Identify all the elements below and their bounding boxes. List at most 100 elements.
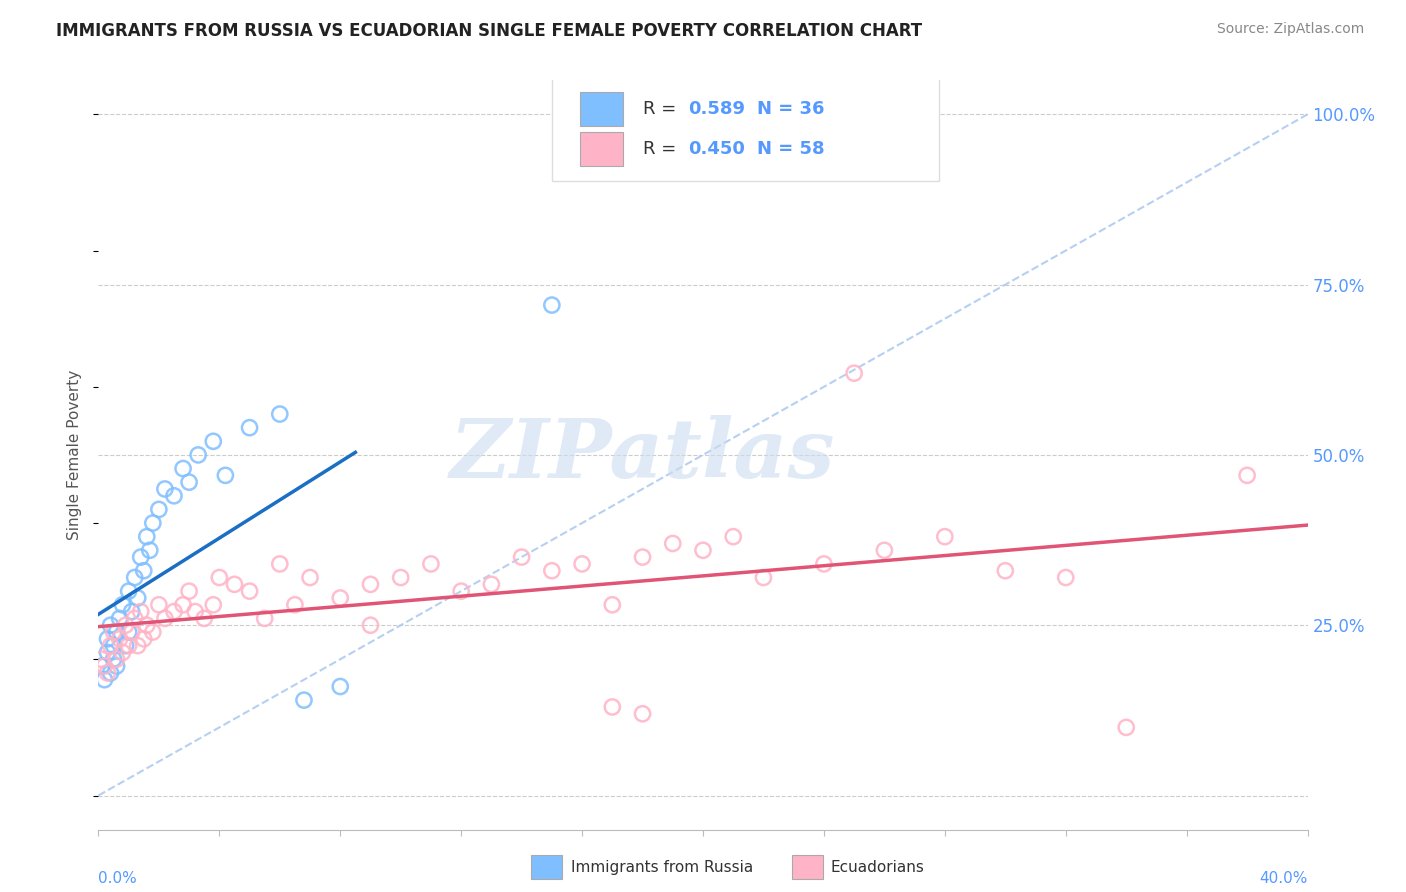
Point [93, 673, 115, 687]
Point [329, 680, 352, 694]
Point [602, 700, 624, 714]
Point [813, 557, 835, 571]
Point [105, 652, 128, 666]
Point [132, 632, 155, 646]
Point [1054, 570, 1077, 584]
Point [360, 577, 382, 591]
Point [172, 598, 194, 612]
Point [163, 605, 186, 619]
Text: Immigrants from Russia: Immigrants from Russia [571, 860, 754, 874]
Point [127, 639, 149, 653]
Point [184, 605, 207, 619]
Point [692, 543, 714, 558]
Point [202, 434, 225, 449]
Point [100, 618, 122, 632]
Point [135, 618, 157, 632]
Point [105, 659, 128, 673]
Point [1115, 720, 1137, 734]
Point [481, 577, 503, 591]
Point [239, 420, 262, 434]
Point [661, 536, 683, 550]
FancyBboxPatch shape [579, 131, 623, 166]
Point [571, 557, 593, 571]
Point [108, 632, 131, 646]
Text: R =: R = [643, 100, 682, 119]
Point [420, 557, 443, 571]
Point [90, 659, 112, 673]
Point [179, 584, 201, 599]
Point [253, 611, 276, 625]
Point [103, 639, 125, 653]
Point [118, 584, 141, 599]
Point [90, 652, 112, 666]
Point [389, 570, 412, 584]
Point [239, 584, 262, 599]
Point [540, 564, 562, 578]
Point [142, 625, 165, 640]
Point [96, 645, 118, 659]
Point [148, 598, 170, 612]
Point [510, 550, 533, 565]
Text: 0.589: 0.589 [689, 100, 745, 119]
FancyBboxPatch shape [579, 92, 623, 127]
Point [103, 652, 125, 666]
Point [118, 625, 141, 640]
Point [127, 591, 149, 605]
Point [111, 645, 134, 659]
Point [129, 550, 152, 565]
Point [214, 468, 236, 483]
Point [360, 618, 382, 632]
Point [284, 598, 307, 612]
Point [329, 591, 352, 605]
Point [96, 632, 118, 646]
FancyBboxPatch shape [551, 77, 939, 181]
Text: ZIPatlas: ZIPatlas [450, 415, 835, 495]
Point [153, 482, 176, 496]
Point [135, 530, 157, 544]
Point [187, 448, 209, 462]
Point [202, 598, 225, 612]
Text: IMMIGRANTS FROM RUSSIA VS ECUADORIAN SINGLE FEMALE POVERTY CORRELATION CHART: IMMIGRANTS FROM RUSSIA VS ECUADORIAN SIN… [56, 22, 922, 40]
Point [208, 570, 231, 584]
Point [96, 665, 118, 680]
Point [631, 706, 654, 721]
Text: 0.450: 0.450 [689, 140, 745, 158]
Text: N = 58: N = 58 [758, 140, 825, 158]
Point [450, 584, 472, 599]
Point [103, 625, 125, 640]
Point [224, 577, 246, 591]
Point [129, 605, 152, 619]
Text: Ecuadorians: Ecuadorians [831, 860, 925, 874]
Point [118, 639, 141, 653]
Point [142, 516, 165, 530]
Point [124, 611, 146, 625]
Point [994, 564, 1017, 578]
Point [121, 625, 143, 640]
Point [631, 550, 654, 565]
Text: Source: ZipAtlas.com: Source: ZipAtlas.com [1216, 22, 1364, 37]
Point [121, 605, 143, 619]
Point [292, 693, 315, 707]
Text: 0.0%: 0.0% [98, 871, 138, 886]
Point [269, 557, 291, 571]
Text: R =: R = [643, 140, 682, 158]
Point [93, 659, 115, 673]
Point [111, 598, 134, 612]
Point [193, 611, 215, 625]
Point [540, 298, 562, 312]
Point [934, 530, 956, 544]
Point [1236, 468, 1258, 483]
Point [114, 639, 136, 653]
Point [114, 618, 136, 632]
Point [723, 530, 745, 544]
Point [108, 611, 131, 625]
Point [602, 598, 624, 612]
Point [139, 543, 162, 558]
Point [269, 407, 291, 421]
Point [153, 611, 176, 625]
Point [100, 665, 122, 680]
Point [124, 570, 146, 584]
Y-axis label: Single Female Poverty: Single Female Poverty [67, 370, 83, 540]
Point [299, 570, 322, 584]
Point [844, 366, 866, 380]
